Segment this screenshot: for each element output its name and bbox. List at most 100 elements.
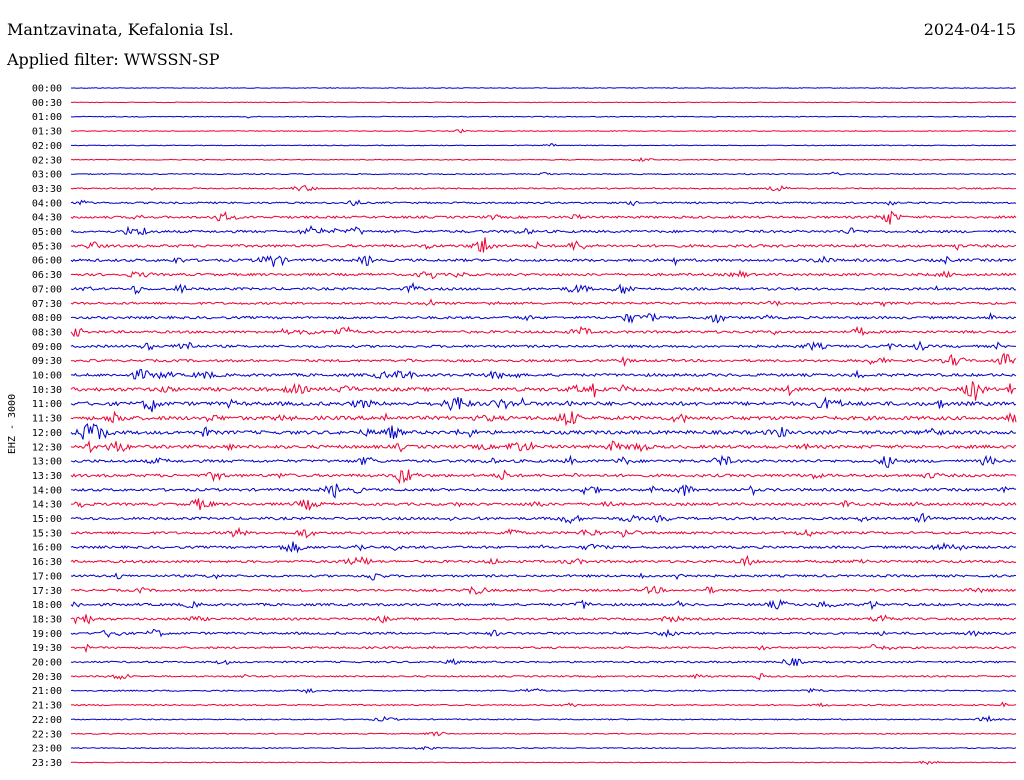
seismic-trace <box>70 410 1017 427</box>
row-time-label: 07:00 <box>32 284 62 295</box>
seismic-trace <box>70 115 1016 119</box>
row-time-label: 04:00 <box>32 198 62 209</box>
seismic-trace <box>70 325 1017 338</box>
row-time-label: 08:30 <box>32 327 62 338</box>
seismic-trace <box>70 396 1017 413</box>
row-time-label: 06:00 <box>32 256 62 267</box>
trace-rows: 00:00 00:30 01:00 01:30 02:00 02:30 03:00 03:30… <box>32 84 1017 769</box>
row-time-label: 01:00 <box>32 112 62 123</box>
row-time-label: 16:30 <box>32 557 62 568</box>
seismic-trace <box>70 281 1017 296</box>
row-time-label: 20:00 <box>32 658 62 669</box>
row-time-label: 17:30 <box>32 586 62 597</box>
station-title: Mantzavinata, Kefalonia Isl. <box>7 20 234 39</box>
row-time-label: 13:30 <box>32 471 62 482</box>
row-time-label: 10:30 <box>32 385 62 396</box>
seismic-trace <box>70 512 1017 525</box>
row-time-label: 12:30 <box>32 442 62 453</box>
seismic-trace <box>70 128 1016 134</box>
seismic-trace <box>70 687 1017 694</box>
row-time-label: 06:30 <box>32 270 62 281</box>
seismic-trace <box>70 171 1017 176</box>
row-time-label: 02:00 <box>32 141 62 152</box>
seismic-trace <box>70 760 1017 766</box>
seismic-trace <box>70 156 1017 162</box>
seismic-trace <box>70 440 1017 454</box>
seismic-trace <box>70 598 1017 611</box>
row-time-label: 02:30 <box>32 155 62 166</box>
filter-label: Applied filter: WWSSN-SP <box>7 50 220 69</box>
row-time-label: 15:30 <box>32 528 62 539</box>
row-time-label: 13:00 <box>32 457 62 468</box>
row-time-label: 01:30 <box>32 127 62 138</box>
seismic-trace <box>70 614 1017 625</box>
seismic-trace <box>70 210 1017 225</box>
row-time-label: 10:00 <box>32 371 62 382</box>
seismic-trace <box>70 423 1017 440</box>
seismic-trace <box>70 340 1017 352</box>
seismic-trace <box>70 87 1017 89</box>
seismic-trace <box>71 143 1016 147</box>
row-time-label: 19:30 <box>32 643 62 654</box>
row-time-label: 23:30 <box>32 758 62 769</box>
row-time-label: 08:00 <box>32 313 62 324</box>
row-time-label: 14:30 <box>32 500 62 511</box>
seismic-trace <box>70 554 1017 567</box>
seismic-trace <box>70 657 1017 667</box>
seismic-trace <box>70 572 1017 581</box>
seismic-trace <box>70 585 1017 595</box>
row-time-label: 12:00 <box>32 428 62 439</box>
seismic-trace <box>70 745 1017 751</box>
seismic-trace <box>70 312 1017 324</box>
seismic-trace <box>70 714 1017 723</box>
row-time-label: 15:00 <box>32 514 62 525</box>
seismic-trace <box>70 225 1017 236</box>
row-time-label: 23:00 <box>32 744 62 755</box>
row-time-label: 21:30 <box>32 701 62 712</box>
row-time-label: 11:00 <box>32 399 62 410</box>
seismic-trace <box>70 541 1017 554</box>
seismic-trace <box>70 352 1017 368</box>
seismic-trace <box>70 298 1017 308</box>
seismic-trace <box>70 643 1017 654</box>
row-time-label: 21:00 <box>32 686 62 697</box>
row-time-label: 03:00 <box>32 170 62 181</box>
seismic-trace <box>70 199 1017 207</box>
seismic-trace <box>70 701 1017 708</box>
row-time-label: 20:30 <box>32 672 62 683</box>
seismic-trace <box>71 731 1017 737</box>
seismic-trace <box>70 381 1017 401</box>
row-time-label: 05:30 <box>32 241 62 252</box>
row-time-label: 17:00 <box>32 571 62 582</box>
seismic-trace <box>70 454 1017 468</box>
row-time-label: 00:00 <box>32 84 62 95</box>
seismic-trace <box>70 498 1017 512</box>
channel-label: EHZ - 3000 <box>7 394 18 454</box>
row-time-label: 11:30 <box>32 414 62 425</box>
row-time-label: 09:00 <box>32 342 62 353</box>
date-label: 2024-04-15 <box>923 20 1016 39</box>
row-time-label: 22:30 <box>32 729 62 740</box>
row-time-label: 14:00 <box>32 485 62 496</box>
seismic-trace <box>70 628 1017 638</box>
row-time-label: 18:30 <box>32 614 62 625</box>
row-time-label: 03:30 <box>32 184 62 195</box>
row-time-label: 07:30 <box>32 299 62 310</box>
row-time-label: 19:00 <box>32 629 62 640</box>
seismic-trace <box>70 673 1017 681</box>
seismic-trace <box>70 369 1017 380</box>
seismic-trace <box>70 101 1017 104</box>
row-time-label: 05:00 <box>32 227 62 238</box>
row-time-label: 18:00 <box>32 600 62 611</box>
seismic-trace <box>70 469 1017 485</box>
row-time-label: 16:00 <box>32 543 62 554</box>
seismic-trace <box>70 255 1017 267</box>
seismic-trace <box>70 184 1017 192</box>
row-time-label: 00:30 <box>32 98 62 109</box>
seismic-trace <box>70 269 1017 280</box>
row-time-label: 09:30 <box>32 356 62 367</box>
row-time-label: 22:00 <box>32 715 62 726</box>
seismic-trace <box>70 526 1017 539</box>
seismic-trace <box>70 237 1017 253</box>
